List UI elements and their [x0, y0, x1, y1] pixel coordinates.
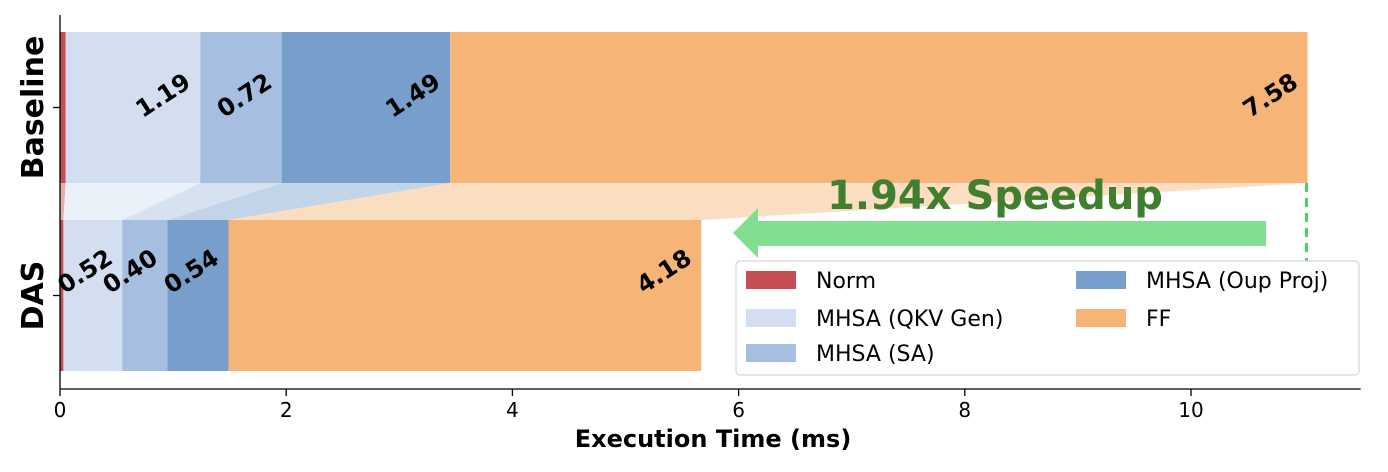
speedup-label: 1.94x Speedup	[827, 173, 1163, 219]
legend-swatch-mhsa-qkv-gen	[746, 309, 796, 327]
connector-mhsa-oup-proj	[167, 183, 451, 220]
bar-connectors	[60, 183, 1308, 220]
connector-mhsa-qkv-gen	[63, 183, 201, 220]
legend-swatch-mhsa-sa	[746, 344, 796, 362]
bar-das-mhsa-qkv-gen	[63, 220, 123, 371]
legend-label-mhsa-sa: MHSA (SA)	[816, 342, 935, 367]
connector-norm	[60, 183, 66, 220]
connector-ff	[228, 183, 1308, 220]
bar-baseline-mhsa-qkv-gen	[65, 32, 201, 183]
bar-segments	[60, 32, 1308, 371]
legend-swatch-ff	[1076, 309, 1126, 327]
bar-baseline-mhsa-sa	[200, 32, 282, 183]
bar-das-mhsa-sa	[122, 220, 168, 371]
x-tick-label-10: 10	[1178, 398, 1203, 422]
speedup-arrow	[733, 208, 1266, 258]
bar-das-mhsa-oup-proj	[167, 220, 229, 371]
bar-baseline-mhsa-oup-proj	[281, 32, 451, 183]
legend-box	[735, 260, 1360, 376]
legend-label-norm: Norm	[816, 269, 876, 294]
speedup-annotation: 1.94x Speedup	[733, 173, 1308, 262]
x-axis-title: Execution Time (ms)	[575, 425, 852, 453]
bar-baseline-norm	[60, 32, 66, 183]
x-tick-label-0: 0	[54, 398, 67, 422]
legend: Norm MHSA (QKV Gen) MHSA (SA) MHSA (Oup Pro…	[735, 260, 1360, 376]
y-tick-label-das: DAS	[16, 261, 51, 331]
x-tick-label-6: 6	[732, 398, 745, 422]
legend-label-ff: FF	[1146, 307, 1171, 332]
legend-label-mhsa-oup-proj: MHSA (Oup Proj)	[1146, 269, 1328, 294]
y-tick-label-baseline: Baseline	[16, 36, 51, 180]
x-tick-label-2: 2	[280, 398, 293, 422]
bar-das-ff	[228, 220, 702, 371]
x-tick-label-8: 8	[958, 398, 971, 422]
legend-label-mhsa-qkv-gen: MHSA (QKV Gen)	[816, 307, 1003, 332]
axes: 0 2 4 6 8 10 Baseline DAS	[16, 15, 1361, 422]
bar-das-norm	[60, 220, 64, 371]
legend-swatch-mhsa-oup-proj	[1076, 271, 1126, 289]
x-tick-label-4: 4	[506, 398, 519, 422]
bar-baseline-ff	[450, 32, 1308, 183]
legend-swatch-norm	[746, 271, 796, 289]
connector-mhsa-sa	[122, 183, 282, 220]
